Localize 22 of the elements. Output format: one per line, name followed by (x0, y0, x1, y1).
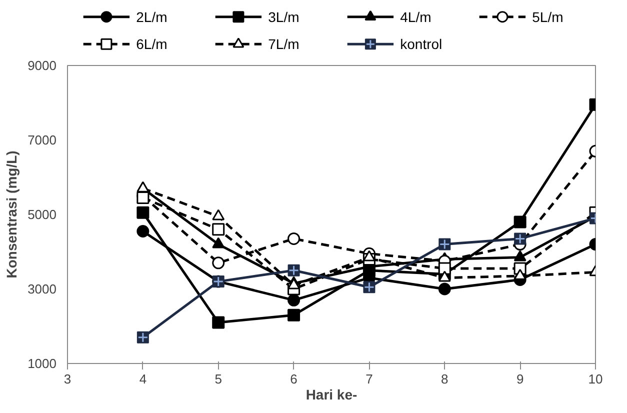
legend-label: 3L/m (268, 8, 300, 25)
x-tick-label: 9 (516, 372, 524, 386)
x-tick-label: 3 (64, 372, 72, 386)
y-tick-label: 9000 (28, 58, 56, 73)
legend-label: 4L/m (400, 8, 432, 25)
x-tick-label: 6 (290, 372, 298, 386)
x-tick-label: 4 (139, 372, 147, 386)
legend-label: 7L/m (268, 36, 300, 52)
x-tick-label: 10 (588, 372, 603, 386)
legend-label: kontrol (400, 36, 442, 52)
x-tick-label: 5 (214, 372, 222, 386)
x-tick-label: 8 (441, 372, 448, 386)
y-tick-label: 5000 (28, 207, 56, 222)
x-axis-title: Hari ke- (306, 386, 358, 402)
legend-label: 5L/m (532, 8, 564, 25)
legend-label: 6L/m (136, 36, 168, 52)
y-tick-label: 7000 (28, 132, 56, 148)
y-tick-label: 3000 (28, 282, 56, 296)
y-tick-label: 1000 (28, 356, 56, 371)
legend-label: 2L/m (136, 8, 168, 25)
y-axis-title: Konsentrasi (mg/L) (4, 150, 20, 278)
x-tick-label: 7 (366, 372, 373, 386)
